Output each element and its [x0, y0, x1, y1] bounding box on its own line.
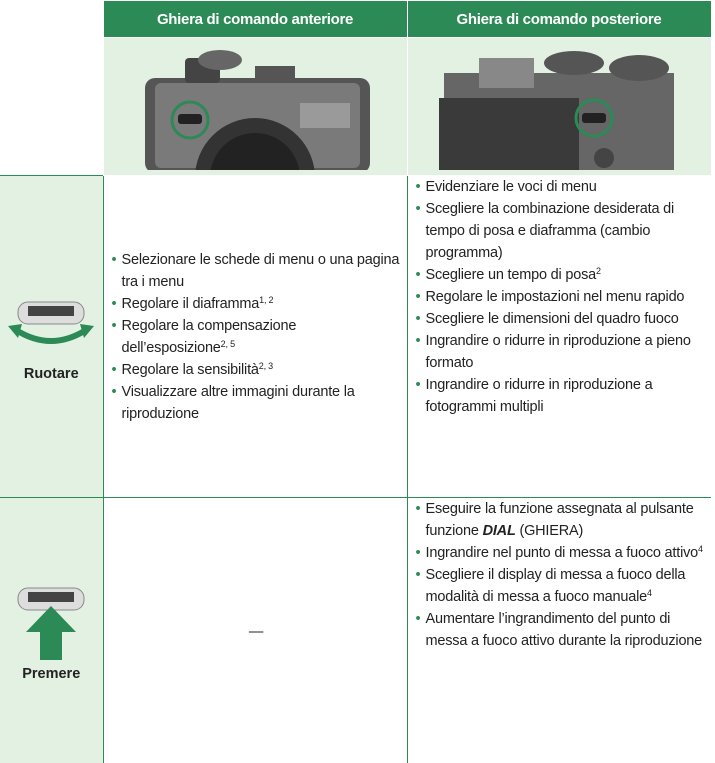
item-text: Regolare il diaframma — [121, 295, 260, 312]
item-text: Scegliere le dimensioni del quadro fuoco — [425, 311, 679, 327]
item-text: (GHIERA) — [519, 523, 584, 539]
dash: — — [248, 624, 264, 641]
list-item: Selezionare le schede di menu o una pagi… — [112, 249, 401, 293]
image-cell — [406, 37, 711, 176]
item-text: Ingrandire o ridurre in riproduzione a p… — [425, 333, 691, 371]
item-text: Aumentare l’ingrandimento del punto di m… — [425, 611, 703, 649]
list-item: Scegliere un tempo di posa2 — [416, 264, 706, 286]
list-item: Scegliere il display di messa a fuoco de… — [416, 564, 706, 608]
list-item: Ingrandire o ridurre in riproduzione a f… — [416, 374, 706, 418]
list-item: Eseguire la funzione assegnata al pulsan… — [416, 498, 706, 542]
footnote-ref: 4 — [647, 588, 652, 598]
row-label-cell: Premere — [0, 497, 103, 763]
list-item: Regolare il diaframma1, 2 — [112, 293, 401, 315]
item-text: Ingrandire o ridurre in riproduzione a f… — [425, 377, 653, 415]
rotate-icon — [8, 301, 95, 344]
item-text: Visualizzare altre immagini durante la r… — [121, 383, 355, 422]
cell: — — [102, 497, 407, 763]
list-item: Evidenziare le voci di menu — [416, 176, 706, 198]
item-text: Eseguire la funzione assegnata al pulsan… — [425, 501, 694, 539]
camera-front — [145, 50, 370, 238]
camera-back — [439, 51, 674, 173]
cell: Eseguire la funzione assegnata al pulsan… — [406, 497, 711, 763]
row-label: Premere — [22, 666, 81, 683]
footnote-ref: 4 — [698, 544, 703, 554]
cell: Evidenziare le voci di menu Scegliere la … — [406, 175, 711, 498]
header-cell: Ghiera di comando posteriore — [406, 0, 711, 38]
list-item: Regolare la compensazione dell’esposizio… — [112, 315, 401, 359]
cell: Selezionare le schede di menu o una pagi… — [102, 175, 407, 498]
list-item: Ingrandire o ridurre in riproduzione a p… — [416, 330, 706, 374]
image-cell — [102, 37, 408, 238]
list-item: Scegliere la combinazione desiderata di … — [416, 198, 706, 264]
item-text: Ingrandire nel punto di messa a fuoco at… — [425, 545, 699, 561]
row-label: Ruotare — [23, 365, 79, 382]
list-item: Regolare la sensibilità2, 3 — [112, 359, 401, 381]
item-text: Scegliere un tempo di posa — [425, 267, 597, 283]
item-text: Regolare le impostazioni nel menu rapido — [425, 289, 685, 305]
press-icon — [17, 587, 85, 661]
list-item: Aumentare l’ingrandimento del punto di m… — [416, 608, 706, 652]
item-text: Scegliere il display di messa a fuoco de… — [425, 567, 686, 605]
item-text: Regolare la sensibilità — [121, 361, 259, 378]
item-text: Evidenziare le voci di menu — [425, 179, 597, 195]
row-label-cell: Ruotare — [0, 175, 103, 498]
footnote-ref: 2, 3 — [258, 360, 273, 371]
item-text: Regolare la compensazione dell’esposizio… — [121, 317, 297, 356]
footnote-ref: 2, 5 — [220, 338, 235, 349]
item-text: Scegliere la combinazione desiderata di … — [425, 201, 675, 261]
list-item: Visualizzare altre immagini durante la r… — [112, 381, 401, 425]
item-text: Selezionare le schede di menu o una pagi… — [121, 251, 400, 290]
header-cell: Ghiera di comando anteriore — [102, 0, 408, 38]
list-item: Regolare le impostazioni nel menu rapido — [416, 286, 706, 308]
list-item: Ingrandire nel punto di messa a fuoco at… — [416, 542, 706, 564]
item-emphasis: DIAL — [482, 523, 516, 539]
list-item: Scegliere le dimensioni del quadro fuoco — [416, 308, 706, 330]
footnote-ref: 2 — [596, 266, 601, 276]
footnote-ref: 1, 2 — [259, 294, 274, 305]
